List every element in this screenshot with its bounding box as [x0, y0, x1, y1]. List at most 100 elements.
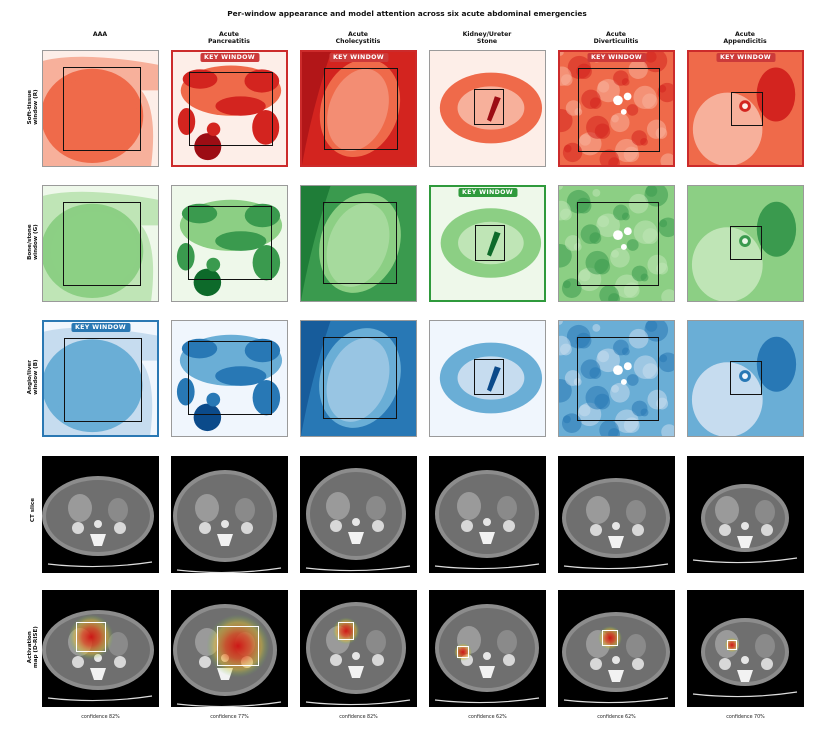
panel-image [300, 590, 417, 707]
detection-box [338, 622, 354, 640]
attention-box [475, 225, 505, 261]
panel-image [172, 186, 287, 301]
image-panel: KEY WINDOW [42, 320, 159, 437]
attention-box [64, 338, 142, 422]
panel-image [429, 590, 546, 707]
panel-image [431, 187, 544, 300]
attention-box [474, 359, 504, 395]
row-label: Soft-tissue window (R) [26, 88, 39, 125]
image-panel [558, 320, 675, 437]
attention-box [189, 72, 273, 146]
image-panel: KEY WINDOW [687, 50, 804, 167]
figure-title: Per-window appearance and model attentio… [227, 9, 587, 18]
image-panel [687, 590, 804, 707]
image-panel: KEY WINDOW [429, 185, 546, 302]
attention-box [730, 226, 762, 260]
confidence-label: confidence 77% [210, 715, 249, 720]
image-panel [558, 185, 675, 302]
panel-image [43, 186, 158, 301]
key-window-badge: KEY WINDOW [328, 53, 389, 62]
panel-image [300, 456, 417, 573]
row-label: Activation map (D-RISE) [26, 625, 39, 668]
image-panel [42, 456, 159, 573]
panel-image [689, 52, 802, 165]
column-header: Acute Diverticulitis [593, 31, 639, 45]
panel-image [688, 321, 803, 436]
panel-image [42, 456, 159, 573]
panel-image [558, 590, 675, 707]
attention-box [730, 361, 762, 395]
attention-box [63, 202, 141, 286]
column-header: Acute Cholecystitis [335, 31, 381, 45]
confidence-label: confidence 82% [339, 715, 378, 720]
image-panel [300, 320, 417, 437]
panel-image [687, 456, 804, 573]
attention-box [731, 92, 763, 126]
key-window-badge: KEY WINDOW [457, 188, 518, 197]
panel-image [173, 52, 286, 165]
key-window-badge: KEY WINDOW [199, 53, 260, 62]
panel-image [44, 322, 157, 435]
panel-image [171, 456, 288, 573]
attention-box [577, 202, 659, 286]
image-panel [429, 50, 546, 167]
column-header: AAA [92, 31, 108, 38]
image-panel [429, 320, 546, 437]
attention-box [577, 337, 659, 421]
image-panel [300, 456, 417, 573]
row-label: Bone/stone window (G) [26, 223, 39, 260]
detection-box [457, 646, 469, 658]
panel-image [429, 456, 546, 573]
panel-image [688, 186, 803, 301]
column-header: Kidney/Ureter Stone [462, 31, 512, 45]
confidence-label: confidence 62% [468, 715, 507, 720]
image-panel [300, 590, 417, 707]
key-window-badge: KEY WINDOW [586, 53, 647, 62]
attention-box [63, 67, 141, 151]
column-header: Acute Pancreatitis [208, 31, 250, 45]
key-window-badge: KEY WINDOW [70, 323, 131, 332]
attention-box [578, 68, 660, 152]
image-panel [42, 590, 159, 707]
panel-image [43, 51, 158, 166]
detection-box [727, 640, 737, 650]
attention-box [188, 341, 272, 415]
image-panel [171, 590, 288, 707]
image-panel [42, 50, 159, 167]
attention-box [188, 206, 272, 280]
image-panel [300, 185, 417, 302]
panel-image [558, 456, 675, 573]
row-label: CT slice [29, 497, 36, 522]
image-panel [171, 185, 288, 302]
image-panel [171, 456, 288, 573]
column-header: Acute Appendicitis [723, 31, 767, 45]
detection-box [602, 630, 618, 646]
detection-box [76, 622, 106, 652]
image-panel [558, 590, 675, 707]
detection-box [217, 626, 259, 666]
image-panel [687, 185, 804, 302]
panel-image [172, 321, 287, 436]
attention-box [324, 68, 398, 150]
image-panel [687, 456, 804, 573]
image-panel [687, 320, 804, 437]
row-label: Angio/liver window (B) [26, 358, 39, 395]
panel-image [42, 590, 159, 707]
panel-image [302, 52, 415, 165]
image-panel: KEY WINDOW [300, 50, 417, 167]
confidence-label: confidence 82% [81, 715, 120, 720]
image-panel [42, 185, 159, 302]
image-panel: KEY WINDOW [171, 50, 288, 167]
image-panel [171, 320, 288, 437]
panel-image [171, 590, 288, 707]
confidence-label: confidence 70% [726, 715, 765, 720]
image-panel [429, 456, 546, 573]
attention-box [474, 89, 504, 125]
panel-image [687, 590, 804, 707]
confidence-label: confidence 62% [597, 715, 636, 720]
image-panel [429, 590, 546, 707]
panel-image [559, 321, 674, 436]
attention-box [323, 337, 397, 419]
image-panel [558, 456, 675, 573]
image-panel: KEY WINDOW [558, 50, 675, 167]
